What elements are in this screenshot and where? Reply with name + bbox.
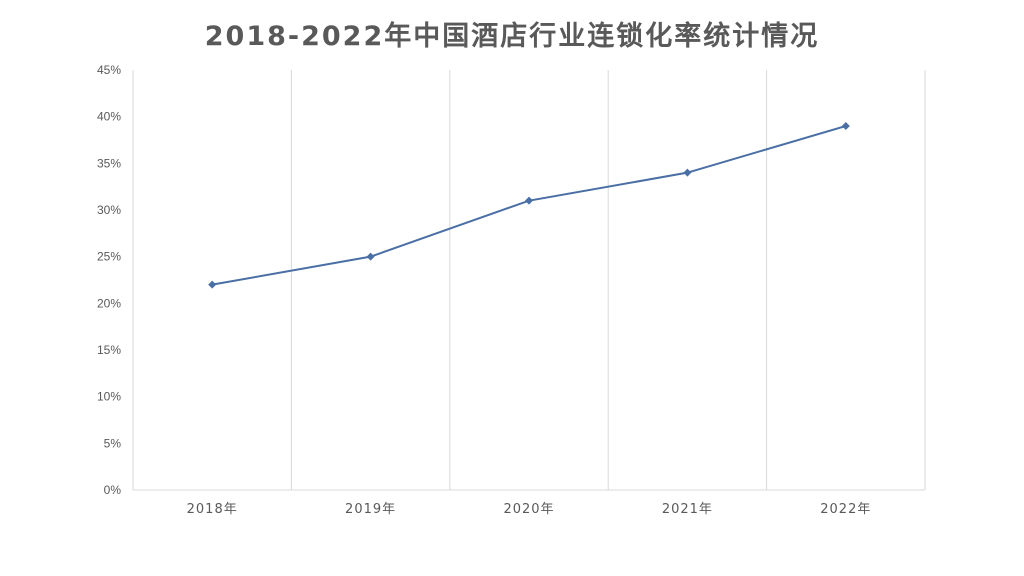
y-tick-label: 40% xyxy=(97,110,121,124)
y-tick-label: 5% xyxy=(104,436,122,450)
data-point-marker xyxy=(366,252,375,261)
x-category-label: 2022年 xyxy=(820,502,871,517)
x-category-label: 2020年 xyxy=(503,502,554,517)
y-tick-label: 20% xyxy=(97,296,121,310)
y-axis-ticks: 0% 5% 10% 15% 20% 25% 30% 35% 40% 45% xyxy=(97,63,121,497)
y-tick-label: 15% xyxy=(97,343,121,357)
y-tick-label: 10% xyxy=(97,390,121,404)
y-tick-label: 45% xyxy=(97,63,121,77)
grid-layer xyxy=(132,70,926,490)
y-tick-label: 25% xyxy=(97,250,121,264)
x-axis-categories: 2018年 2019年 2020年 2021年 2022年 xyxy=(187,502,871,517)
series-line xyxy=(212,125,847,286)
x-category-label: 2018年 xyxy=(187,502,238,517)
data-point-marker xyxy=(841,122,850,130)
data-point-marker xyxy=(208,280,217,289)
data-point-marker xyxy=(525,196,533,205)
series-layer xyxy=(208,122,850,289)
y-tick-label: 35% xyxy=(97,156,121,170)
chart-title: 2018-2022年中国酒店行业连锁化率统计情况 xyxy=(204,21,820,52)
data-point-marker xyxy=(683,168,692,177)
x-category-label: 2021年 xyxy=(662,502,713,517)
y-tick-label: 0% xyxy=(104,483,122,497)
y-tick-label: 30% xyxy=(97,203,121,217)
x-category-label: 2019年 xyxy=(345,502,396,517)
